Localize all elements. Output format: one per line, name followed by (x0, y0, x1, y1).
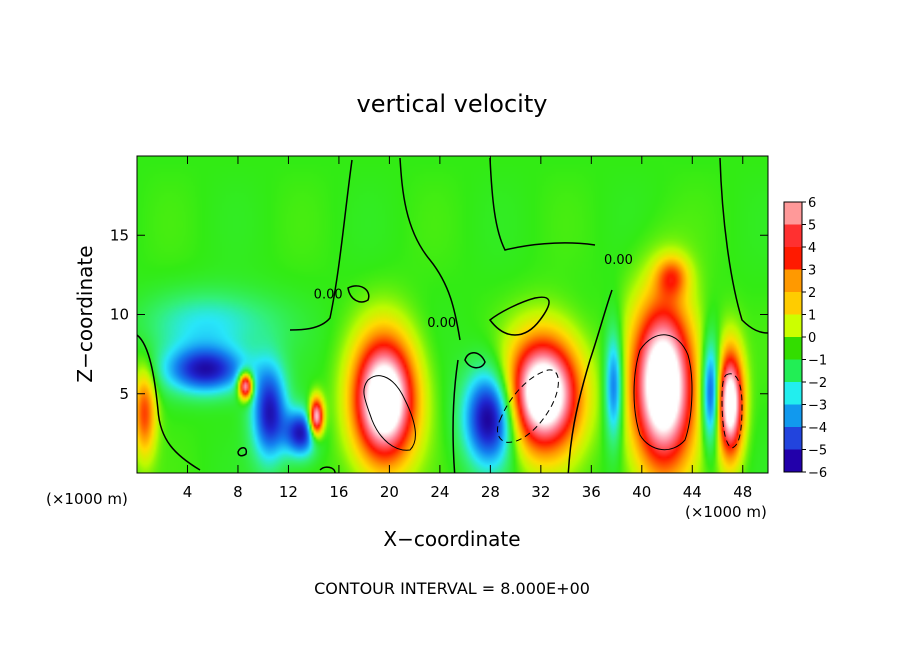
colorbar-segment (784, 269, 802, 293)
colorbar-segment (784, 247, 802, 270)
y-tick-label: 5 (119, 385, 129, 403)
x-tick-label: 24 (430, 483, 449, 501)
contour-line (488, 296, 550, 336)
x-tick-label: 20 (380, 483, 399, 501)
contour-labels: 0.00 0.00 0.00 (314, 253, 633, 331)
y-tick-label: 10 (110, 306, 129, 324)
x-tick-label: 36 (582, 483, 601, 501)
core-contours (363, 334, 693, 451)
contour-line (567, 289, 613, 473)
contour-label: 0.00 (604, 253, 633, 268)
contour-line (347, 285, 370, 303)
contour-line (363, 375, 416, 451)
colorbar-segment (784, 449, 802, 473)
colorbar-label: 2 (808, 286, 816, 301)
x-tick-label: 40 (632, 483, 651, 501)
colorbar-label: −1 (808, 354, 827, 369)
dashed-contours (496, 369, 743, 449)
x-tick-label: 16 (329, 483, 348, 501)
contour-label: 0.00 (314, 288, 343, 303)
colorbar: 6 5 4 3 2 1 0 −1 −2 −3 −4 −5 −6 (783, 196, 827, 481)
colorbar-label: 0 (808, 331, 816, 346)
x-unit-left: (×1000 m) (46, 490, 128, 508)
colorbar-segment (784, 404, 802, 428)
contour-line (496, 369, 559, 443)
colorbar-label: −5 (808, 444, 827, 459)
contour-line (452, 359, 459, 473)
x-tick-label: 12 (279, 483, 298, 501)
colorbar-segment (784, 202, 802, 225)
x-tick-label: 8 (233, 483, 243, 501)
x-unit-right: (×1000 m) (685, 503, 767, 521)
contour-line (237, 447, 248, 457)
colorbar-label: 4 (808, 241, 816, 256)
colorbar-label: 5 (808, 219, 816, 234)
contour-interval-note: CONTOUR INTERVAL = 8.000E+00 (314, 579, 590, 598)
contour-line (489, 157, 596, 251)
y-tick-label: 15 (110, 226, 129, 244)
colorbar-label: −3 (808, 399, 827, 414)
x-axis: 4 8 12 16 20 24 28 32 36 40 44 48 (183, 156, 752, 501)
x-tick-label: 32 (531, 483, 550, 501)
colorbar-label: −2 (808, 376, 827, 391)
contour-line (633, 334, 693, 450)
contour-line (721, 373, 743, 449)
colorbar-segment (784, 382, 802, 405)
colorbar-label: 3 (808, 264, 816, 279)
colorbar-segment (784, 359, 802, 383)
colorbar-label: −4 (808, 421, 827, 436)
contour-line (137, 334, 201, 471)
contour-line (464, 352, 486, 369)
contour-line (399, 157, 461, 341)
contour-label: 0.00 (427, 316, 456, 331)
zero-contours (137, 157, 768, 473)
x-axis-label: X−coordinate (383, 527, 520, 551)
y-axis: 5 10 15 (110, 226, 768, 403)
colorbar-segment (784, 427, 802, 450)
x-tick-label: 4 (183, 483, 193, 501)
colorbar-label: 6 (808, 196, 816, 211)
x-tick-label: 48 (733, 483, 752, 501)
colorbar-label: −6 (808, 466, 827, 481)
y-axis-label: Z−coordinate (73, 245, 97, 382)
chart-title: vertical velocity (357, 90, 548, 118)
velocity-field: 0.00 0.00 0.00 (137, 156, 768, 473)
colorbar-segment (784, 314, 802, 338)
contour-line (719, 157, 768, 334)
x-tick-label: 44 (683, 483, 702, 501)
colorbar-segment (784, 292, 802, 315)
colorbar-segment (784, 337, 802, 360)
contour-line (319, 466, 336, 473)
colorbar-segment (784, 224, 802, 248)
x-tick-label: 28 (481, 483, 500, 501)
contour-line (289, 159, 353, 331)
colorbar-label: 1 (808, 309, 816, 324)
